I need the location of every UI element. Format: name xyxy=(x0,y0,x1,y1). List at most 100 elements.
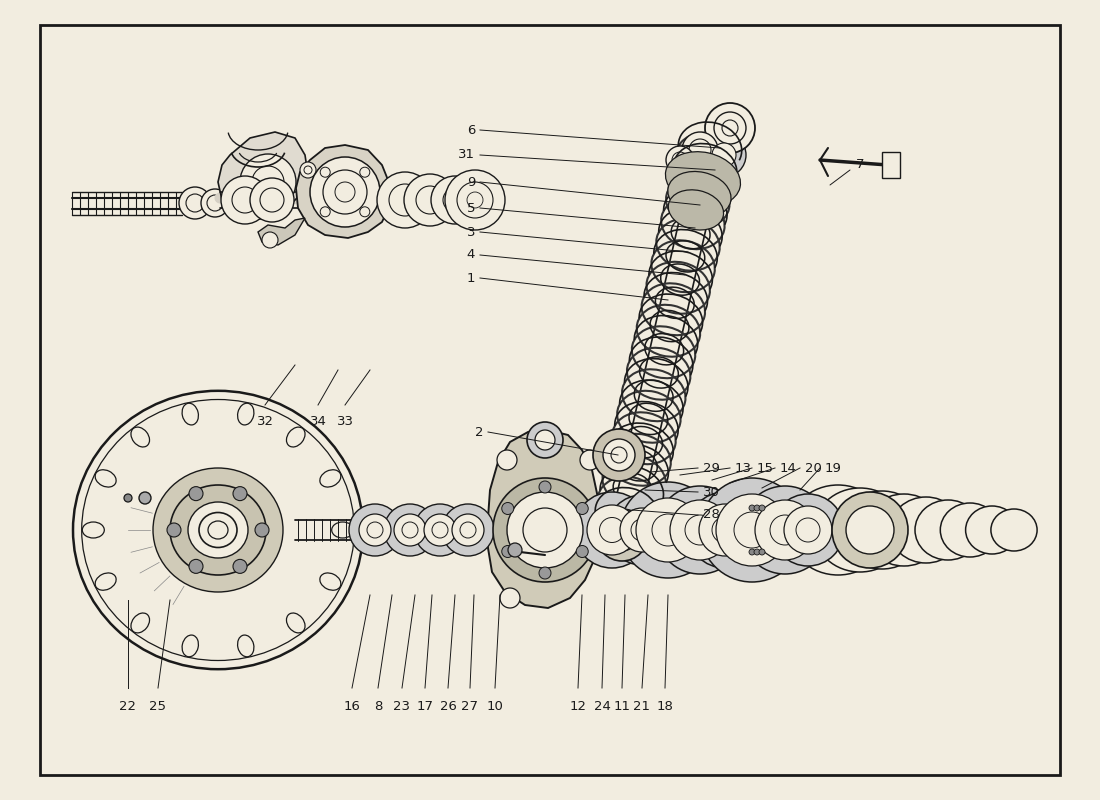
Circle shape xyxy=(221,176,270,224)
Polygon shape xyxy=(882,152,900,178)
Circle shape xyxy=(502,502,514,514)
Ellipse shape xyxy=(286,613,305,633)
Circle shape xyxy=(619,522,635,538)
Circle shape xyxy=(754,549,760,555)
Circle shape xyxy=(652,514,684,546)
Ellipse shape xyxy=(208,521,228,539)
Circle shape xyxy=(759,505,764,511)
Circle shape xyxy=(360,206,370,217)
Circle shape xyxy=(749,549,755,555)
Circle shape xyxy=(336,182,355,202)
Circle shape xyxy=(539,481,551,493)
Ellipse shape xyxy=(170,485,266,575)
Ellipse shape xyxy=(199,513,236,547)
Circle shape xyxy=(384,504,436,556)
Polygon shape xyxy=(218,132,308,220)
Circle shape xyxy=(320,206,330,217)
Circle shape xyxy=(700,478,804,582)
Ellipse shape xyxy=(789,485,888,575)
Polygon shape xyxy=(488,430,598,608)
Circle shape xyxy=(497,450,517,470)
Text: 7: 7 xyxy=(856,158,865,171)
Circle shape xyxy=(446,170,505,230)
Circle shape xyxy=(349,504,402,556)
Text: 23: 23 xyxy=(394,700,410,713)
Circle shape xyxy=(712,517,738,543)
Polygon shape xyxy=(295,520,540,540)
Circle shape xyxy=(500,588,520,608)
Circle shape xyxy=(424,514,456,546)
Circle shape xyxy=(493,478,597,582)
Ellipse shape xyxy=(73,391,363,669)
Circle shape xyxy=(310,157,380,227)
Circle shape xyxy=(603,439,635,471)
Circle shape xyxy=(656,486,744,574)
Circle shape xyxy=(404,174,456,226)
Text: 3: 3 xyxy=(466,226,475,238)
Circle shape xyxy=(696,514,728,546)
Circle shape xyxy=(189,559,204,574)
Text: 24: 24 xyxy=(594,700,610,713)
Circle shape xyxy=(752,514,784,546)
Ellipse shape xyxy=(82,522,104,538)
Circle shape xyxy=(359,514,390,546)
Text: 34: 34 xyxy=(309,415,327,428)
Circle shape xyxy=(416,186,444,214)
Circle shape xyxy=(698,504,751,556)
Ellipse shape xyxy=(131,427,150,447)
Circle shape xyxy=(507,492,583,568)
Ellipse shape xyxy=(286,427,305,447)
Text: 13: 13 xyxy=(735,462,752,474)
Circle shape xyxy=(323,170,367,214)
Text: 17: 17 xyxy=(417,700,433,713)
Circle shape xyxy=(600,518,625,542)
Circle shape xyxy=(730,522,746,538)
Circle shape xyxy=(186,194,204,212)
Circle shape xyxy=(260,188,284,212)
Text: 11: 11 xyxy=(614,700,630,713)
Circle shape xyxy=(647,522,663,538)
Text: 30: 30 xyxy=(703,486,719,498)
Circle shape xyxy=(688,492,763,568)
Ellipse shape xyxy=(81,399,354,661)
Circle shape xyxy=(587,505,637,555)
Ellipse shape xyxy=(940,503,1000,557)
Circle shape xyxy=(749,505,755,511)
Circle shape xyxy=(770,515,800,545)
Circle shape xyxy=(207,195,223,211)
Circle shape xyxy=(442,504,494,556)
Text: 5: 5 xyxy=(466,202,475,214)
Circle shape xyxy=(377,172,433,228)
Ellipse shape xyxy=(666,152,740,206)
Ellipse shape xyxy=(669,190,724,230)
Ellipse shape xyxy=(966,506,1019,554)
Circle shape xyxy=(689,139,711,161)
Circle shape xyxy=(574,492,650,568)
Circle shape xyxy=(576,546,588,558)
Text: 26: 26 xyxy=(440,700,456,713)
Text: 6: 6 xyxy=(466,123,475,137)
Polygon shape xyxy=(600,520,845,540)
Text: 1: 1 xyxy=(466,271,475,285)
Circle shape xyxy=(255,523,270,537)
Circle shape xyxy=(670,500,730,560)
Ellipse shape xyxy=(915,500,981,560)
Ellipse shape xyxy=(890,497,962,563)
Circle shape xyxy=(672,152,688,168)
Circle shape xyxy=(460,522,476,538)
Circle shape xyxy=(179,187,211,219)
Circle shape xyxy=(527,422,563,458)
Circle shape xyxy=(639,514,671,546)
Circle shape xyxy=(610,447,627,463)
Circle shape xyxy=(304,166,312,174)
Circle shape xyxy=(620,482,716,578)
Circle shape xyxy=(167,523,182,537)
Circle shape xyxy=(734,512,770,548)
Circle shape xyxy=(631,519,653,541)
Circle shape xyxy=(262,232,278,248)
Circle shape xyxy=(596,509,648,561)
Circle shape xyxy=(367,522,383,538)
Circle shape xyxy=(233,559,248,574)
Ellipse shape xyxy=(332,522,354,538)
Circle shape xyxy=(139,492,151,504)
